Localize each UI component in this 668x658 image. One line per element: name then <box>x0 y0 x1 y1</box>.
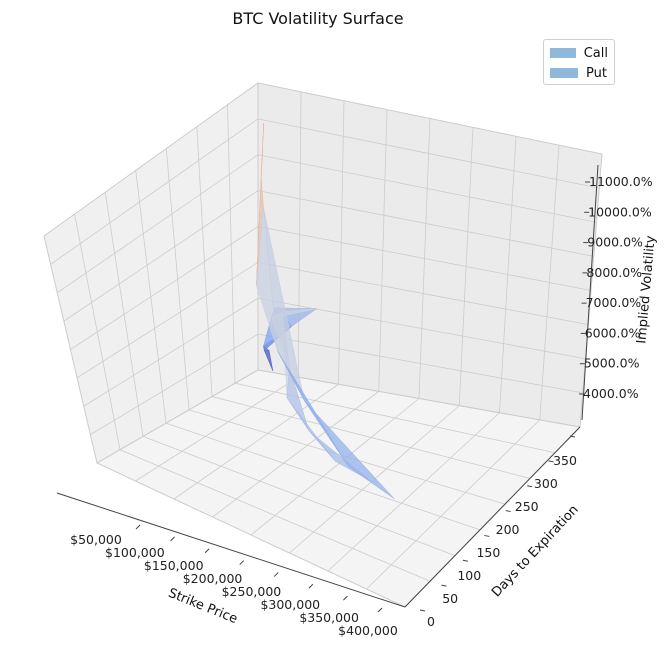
y-tick-label: 0 <box>427 614 435 629</box>
z-tick-label: 10000.0% <box>588 204 652 219</box>
left-gridline-z <box>76 262 259 379</box>
z-tick-label: 7000.0% <box>586 295 642 310</box>
z-axis-line <box>581 164 599 421</box>
z-tick-label: 4000.0% <box>583 386 639 401</box>
left-gridline-z <box>63 190 259 322</box>
floor-gridline-x <box>327 412 500 572</box>
legend-item-put: Put <box>550 63 608 83</box>
surface-patch-call <box>308 430 371 482</box>
x-tick-label: $400,000 <box>338 623 398 638</box>
x-tick-label: $200,000 <box>183 571 243 586</box>
legend-swatch-put <box>550 68 578 78</box>
x-tick-label: $50,000 <box>70 532 122 547</box>
back-gridline-z <box>257 118 600 189</box>
back-pane <box>257 82 603 428</box>
x-tick-label: $100,000 <box>105 545 165 560</box>
floor-gridline-x <box>135 376 299 482</box>
legend-item-call: Call <box>550 43 608 63</box>
left-gridline-z <box>70 226 259 350</box>
y-tick-label: 250 <box>515 499 539 514</box>
x-tick-label: $250,000 <box>222 584 282 599</box>
chart-title: BTC Volatility Surface <box>232 9 403 28</box>
x-tick-mark <box>204 548 210 554</box>
back-gridline-z <box>257 190 594 257</box>
y-tick-mark <box>569 435 576 438</box>
x-tick-label: $300,000 <box>260 597 320 612</box>
floor-gridline-x <box>173 383 339 500</box>
back-gridline-z <box>257 226 592 291</box>
z-tick-label: 8000.0% <box>586 265 642 280</box>
back-gridline-z <box>257 261 589 326</box>
y-tick-mark <box>419 609 426 612</box>
y-tick-label: 50 <box>442 591 458 606</box>
floor-gridline-x <box>212 391 379 518</box>
y-axis-line <box>404 426 581 608</box>
y-tick-label: 350 <box>553 453 577 468</box>
grid-lines <box>43 82 603 608</box>
x-tick-mark <box>135 524 141 530</box>
z-axis-label: Implied Volatility <box>634 235 658 345</box>
surface-patch-put <box>304 400 395 500</box>
back-gridline-z <box>257 333 583 394</box>
axes-lines <box>56 164 599 608</box>
z-tick-label: 11000.0% <box>589 174 653 189</box>
floor-gridline-x <box>250 398 420 536</box>
floor-gridline-x <box>366 419 541 590</box>
z-tick-label: 5000.0% <box>584 356 640 371</box>
x-tick-label: $150,000 <box>144 558 204 573</box>
x-tick-mark <box>308 583 314 589</box>
x-axis-line <box>56 492 406 608</box>
y-tick-label: 100 <box>457 568 481 583</box>
back-gridline-z <box>257 154 597 223</box>
legend-label-put: Put <box>586 65 607 81</box>
legend: Call Put <box>543 39 615 85</box>
surface-patches <box>256 123 395 500</box>
left-gridline-z <box>83 297 259 407</box>
y-tick-mark <box>484 534 490 537</box>
y-tick-label: 300 <box>534 476 558 491</box>
tick-labels: $50,000$100,000$150,000$200,000$250,000$… <box>70 174 653 638</box>
left-gridline-z <box>50 118 259 265</box>
left-gridline-z <box>96 369 259 464</box>
x-tick-mark <box>343 595 348 601</box>
y-tick-mark <box>441 584 447 587</box>
y-tick-mark <box>462 559 468 562</box>
back-gridline-z <box>257 369 581 428</box>
x-tick-label: $350,000 <box>299 610 359 625</box>
x-tick-mark <box>170 536 175 542</box>
left-gridline-z <box>43 82 259 237</box>
z-tick-label: 6000.0% <box>585 325 641 340</box>
legend-label-call: Call <box>583 45 608 61</box>
left-gridline-z <box>90 333 259 435</box>
y-tick-label: 200 <box>496 522 520 537</box>
z-tick-label: 9000.0% <box>587 235 643 250</box>
y-axis-label: Days to Expiration <box>489 502 582 600</box>
x-tick-mark <box>239 560 245 565</box>
y-tick-label: 150 <box>476 545 500 560</box>
y-tick-mark <box>548 460 554 463</box>
y-tick-mark <box>505 510 511 513</box>
y-tick-mark <box>527 485 533 488</box>
x-tick-mark <box>377 607 383 613</box>
legend-swatch-call <box>550 48 576 58</box>
back-gridline-z <box>257 82 603 155</box>
x-tick-mark <box>273 572 279 577</box>
left-gridline-z <box>57 154 259 294</box>
